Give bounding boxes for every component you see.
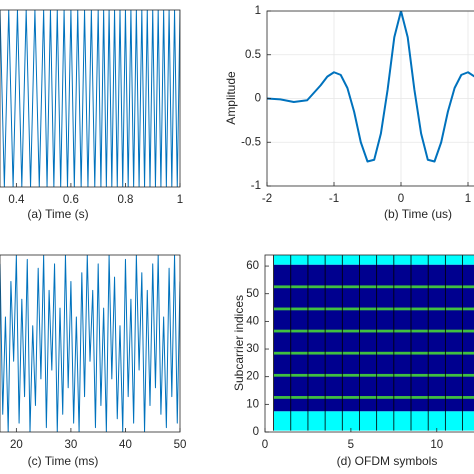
grid-band bbox=[273, 255, 474, 265]
x-tick-label: 0 bbox=[398, 193, 404, 205]
x-tick-label: 40 bbox=[119, 439, 132, 451]
y-axis-label: Subcarrier indices bbox=[232, 295, 246, 391]
x-axis-label: (b) Time (us) bbox=[384, 207, 452, 221]
y-tick-label: 40 bbox=[246, 315, 259, 327]
x-tick-label: 0 bbox=[262, 439, 268, 451]
x-tick-label: 0.4 bbox=[8, 194, 25, 206]
x-tick-label: 1 bbox=[465, 193, 471, 205]
x-tick-label: 30 bbox=[65, 439, 78, 451]
grid-band bbox=[273, 264, 474, 412]
plot-area bbox=[273, 255, 474, 431]
x-tick-label: 0.8 bbox=[117, 194, 133, 206]
grid-band bbox=[273, 285, 474, 289]
y-tick-label: 0 bbox=[255, 93, 261, 105]
grid-band bbox=[273, 351, 474, 355]
x-tick-label: 5 bbox=[348, 439, 354, 451]
grid-band bbox=[273, 411, 474, 431]
y-tick-label: 10 bbox=[246, 398, 259, 410]
signal-line bbox=[0, 10, 180, 187]
plot-area bbox=[0, 255, 180, 432]
grid-band bbox=[273, 307, 474, 311]
signal-line bbox=[267, 11, 474, 163]
grid-band bbox=[273, 329, 474, 333]
grid-band bbox=[273, 396, 474, 399]
x-tick-label: 0.6 bbox=[63, 194, 79, 206]
y-tick-label: -1 bbox=[251, 180, 261, 192]
x-axis-label: (c) Time (ms) bbox=[28, 454, 99, 468]
y-tick-label: 1 bbox=[255, 5, 261, 17]
y-tick-label: 50 bbox=[246, 288, 259, 300]
x-tick-label: 50 bbox=[174, 439, 187, 451]
y-tick-label: 60 bbox=[246, 260, 259, 272]
y-tick-label: 20 bbox=[246, 371, 259, 383]
axes-box bbox=[264, 254, 474, 433]
x-tick-label: 1 bbox=[177, 194, 183, 206]
x-axis-label: (d) OFDM symbols bbox=[337, 454, 438, 468]
plot-area bbox=[267, 11, 474, 186]
y-tick-label: -0.5 bbox=[241, 136, 261, 148]
signal-line bbox=[0, 255, 180, 432]
grid-band bbox=[273, 373, 474, 377]
x-tick-label: -1 bbox=[329, 193, 339, 205]
x-tick-label: -2 bbox=[262, 193, 272, 205]
y-axis-label: Amplitude bbox=[224, 71, 238, 125]
x-axis-label: (a) Time (s) bbox=[27, 207, 88, 221]
y-tick-label: 0.5 bbox=[245, 49, 261, 61]
axes-box bbox=[0, 9, 181, 188]
y-tick-label: 30 bbox=[246, 343, 259, 355]
x-tick-label: 20 bbox=[10, 439, 23, 451]
y-tick-label: 0 bbox=[253, 426, 259, 438]
x-tick-label: 10 bbox=[430, 439, 443, 451]
axes-box bbox=[0, 254, 181, 433]
plot-area bbox=[0, 10, 180, 187]
